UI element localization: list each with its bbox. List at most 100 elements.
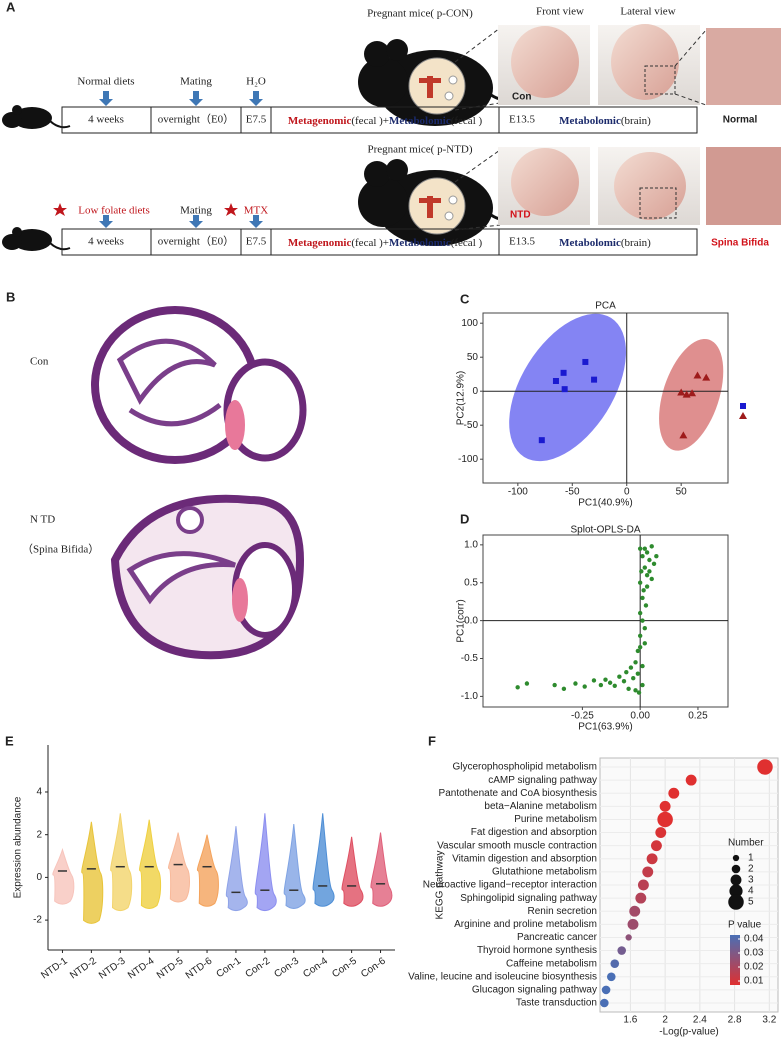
x-axis-label: PC1(40.9%) <box>578 498 632 509</box>
y-tick-label: 2 <box>36 829 42 840</box>
x-tick-label: NTD-5 <box>155 955 186 981</box>
point <box>640 595 645 601</box>
y-tick-label: -2 <box>33 915 42 926</box>
point <box>647 569 652 574</box>
point <box>679 431 688 439</box>
violin <box>139 819 162 909</box>
x-tick-label: 2.8 <box>728 1015 742 1026</box>
cell: overnight（E0） <box>158 113 234 126</box>
point <box>642 625 647 631</box>
point <box>552 378 559 384</box>
violin <box>52 847 75 905</box>
point <box>647 557 652 563</box>
point <box>642 546 647 551</box>
dot <box>629 905 641 917</box>
x-tick-label: NTD-6 <box>184 955 215 981</box>
y-tick-label: 0 <box>36 872 42 883</box>
y-tick-label: Renin secretion <box>528 906 597 917</box>
point <box>635 648 641 654</box>
cell: overnight（E0） <box>158 235 234 248</box>
colorbar-label: 0.02 <box>744 962 764 973</box>
point <box>702 373 711 381</box>
mouse-icon <box>1 226 71 252</box>
point <box>644 550 650 555</box>
photo-label: Con <box>512 92 531 103</box>
point <box>642 565 647 570</box>
point <box>607 680 613 685</box>
x-tick-label: Con-6 <box>359 955 388 980</box>
point <box>693 371 702 379</box>
legend-label: 2 <box>748 864 754 875</box>
panel-label: B <box>6 289 15 304</box>
violin <box>81 821 104 924</box>
point <box>635 671 641 676</box>
dot <box>610 959 620 968</box>
y-tick-label: 0.5 <box>464 577 478 588</box>
zoom-line <box>674 29 707 67</box>
y-tick-label: Glycerophospholipid metabolism <box>452 762 597 773</box>
point <box>640 554 645 559</box>
x-tick-label: Con-1 <box>215 955 244 980</box>
pregnant-mouse <box>356 37 510 128</box>
point <box>524 681 530 686</box>
x-tick-label: -0.25 <box>571 711 594 722</box>
point <box>637 633 643 638</box>
step: H₂O <box>246 76 266 88</box>
point <box>649 544 654 549</box>
y-tick-label: Vitamin digestion and absorption <box>452 853 597 864</box>
sampling: Metagenomic(fecal )+Metabolomic(fecal ) <box>288 237 483 249</box>
histology-con <box>91 306 307 464</box>
colorbar-label: 0.01 <box>744 976 764 987</box>
legend-marker <box>739 412 747 419</box>
x-tick-label: -50 <box>565 487 580 498</box>
group-title: Pregnant mice( p-NTD) <box>367 144 472 156</box>
mouse-icon <box>1 104 71 130</box>
panel-label: D <box>460 511 469 526</box>
y-tick-label: Glutathione metabolism <box>492 867 597 878</box>
x-tick-label: 2.4 <box>693 1015 707 1026</box>
y-tick-label: -1.0 <box>461 691 479 702</box>
y-tick-label: Sphingolipid signaling pathway <box>460 893 597 904</box>
y-tick-label: -0.5 <box>461 653 479 664</box>
point <box>688 389 697 397</box>
sample-label: （Spina Bifida） <box>22 543 99 556</box>
y-tick-label: 100 <box>461 318 478 329</box>
x-tick-label: Con-3 <box>272 955 301 980</box>
point <box>651 561 657 566</box>
x-tick-label: 1.6 <box>623 1015 637 1026</box>
y-tick-label: Neuroactive ligand−receptor interaction <box>423 880 597 891</box>
point <box>644 584 650 589</box>
point <box>573 681 578 686</box>
violin <box>225 826 248 912</box>
y-tick-label: Thyroid hormone synthesis <box>477 945 597 956</box>
y-axis-label: KEGG pathway <box>435 851 446 920</box>
point <box>582 684 587 689</box>
point <box>624 669 629 675</box>
point <box>633 660 638 665</box>
legend-label: 3 <box>748 875 754 886</box>
point <box>640 618 645 623</box>
y-tick-label: 1.0 <box>464 539 478 550</box>
panel-a: A Front view Lateral view Pregnant mice(… <box>1 0 781 256</box>
legend-dot <box>729 884 743 898</box>
view-label: Lateral view <box>620 6 675 18</box>
step: Mating <box>180 76 212 88</box>
violin <box>312 813 335 907</box>
x-tick-label: Con-5 <box>330 955 359 980</box>
point <box>640 682 645 688</box>
violin <box>283 823 306 909</box>
x-tick-label: 3.2 <box>762 1015 776 1026</box>
timeline <box>61 228 698 256</box>
dot <box>757 759 773 775</box>
point <box>642 641 647 646</box>
sample-label: N TD <box>30 514 55 526</box>
y-tick-label: Valine, leucine and isoleucine biosynthe… <box>408 971 597 982</box>
y-tick-label: Arginine and proline metabolism <box>454 919 597 930</box>
point <box>677 388 686 396</box>
x-tick-label: 50 <box>676 487 688 498</box>
zoom-box <box>644 65 676 95</box>
arrows <box>99 215 263 228</box>
dot <box>685 774 697 786</box>
point <box>637 610 643 616</box>
